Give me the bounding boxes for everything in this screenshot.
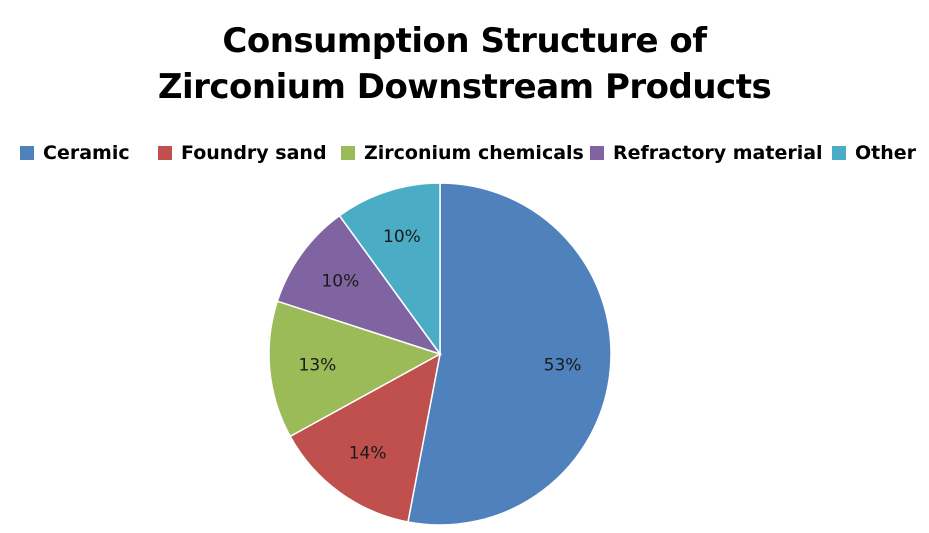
legend-item-other: Other	[832, 138, 916, 168]
chart-title-line-2: Zirconium Downstream Products	[157, 67, 772, 107]
legend-label-foundry-sand: Foundry sand	[181, 142, 327, 164]
pie-slice-ceramic	[407, 182, 612, 526]
legend-label-zirconium-chemicals: Zirconium chemicals	[364, 142, 584, 164]
legend-item-zirconium-chemicals: Zirconium chemicals	[341, 138, 584, 168]
legend-swatch-refractory-material	[590, 146, 604, 160]
pie-slice-other	[338, 182, 441, 357]
legend-swatch-other	[832, 146, 846, 160]
chart-title-line-1: Consumption Structure of	[222, 21, 707, 61]
pie-slice-foundry-sand	[289, 352, 442, 523]
pie-slice-zirconium-chemicals	[268, 300, 442, 438]
legend-label-other: Other	[855, 142, 917, 164]
chart-legend: Ceramic Foundry sand Zirconium chemicals…	[0, 138, 929, 168]
legend-swatch-zirconium-chemicals	[341, 146, 355, 160]
legend-swatch-ceramic	[20, 146, 34, 160]
pie-label-zirconium-chemicals: 13%	[299, 356, 337, 376]
pie-label-refractory-material: 10%	[321, 272, 359, 292]
legend-swatch-foundry-sand	[158, 146, 172, 160]
pie-slice-refractory-material	[276, 214, 442, 356]
legend-label-refractory-material: Refractory material	[613, 142, 823, 164]
pie-label-foundry-sand: 14%	[349, 444, 387, 464]
pie-label-other: 10%	[383, 227, 421, 247]
legend-item-refractory-material: Refractory material	[590, 138, 823, 168]
legend-item-foundry-sand: Foundry sand	[158, 138, 327, 168]
legend-label-ceramic: Ceramic	[43, 142, 130, 164]
chart-title: Consumption Structure of Zirconium Downs…	[0, 18, 929, 110]
legend-item-ceramic: Ceramic	[20, 138, 130, 168]
pie-label-ceramic: 53%	[544, 356, 582, 376]
